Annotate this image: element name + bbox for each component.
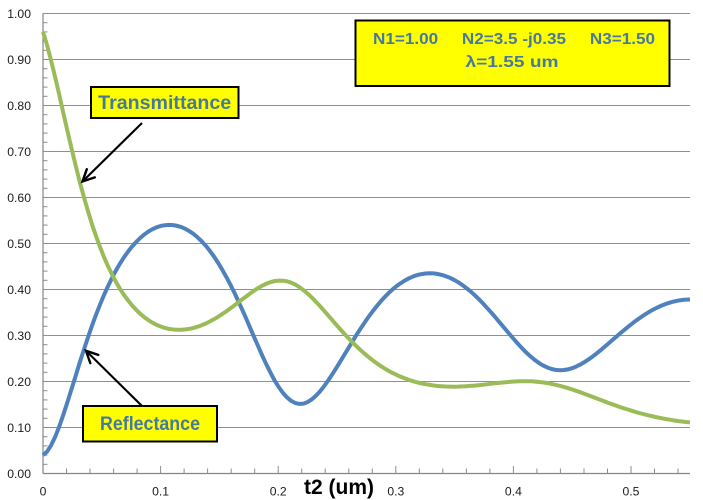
svg-text:0: 0 [40, 485, 47, 499]
svg-text:0.00: 0.00 [7, 467, 31, 481]
svg-text:λ=1.55 um: λ=1.55 um [466, 54, 559, 71]
svg-text:0.3: 0.3 [387, 485, 404, 499]
svg-text:0.5: 0.5 [623, 485, 640, 499]
svg-text:0.90: 0.90 [7, 53, 31, 67]
svg-text:0.30: 0.30 [7, 329, 31, 343]
svg-text:0.10: 0.10 [7, 421, 31, 435]
svg-text:N1=1.00 N2=3.5 -j0.35: N1=1.00 N2=3.5 -j0.35 N3=1.50 [373, 31, 655, 48]
svg-text:0.70: 0.70 [7, 145, 31, 159]
svg-text:t2 (um): t2 (um) [304, 476, 374, 499]
svg-text:0.80: 0.80 [7, 99, 31, 113]
svg-text:0.50: 0.50 [7, 237, 31, 251]
svg-text:0.20: 0.20 [7, 375, 31, 389]
svg-text:0.60: 0.60 [7, 191, 31, 205]
svg-text:0.2: 0.2 [270, 485, 287, 499]
svg-text:1.00: 1.00 [7, 7, 31, 21]
svg-text:0.40: 0.40 [7, 283, 31, 297]
svg-text:Reflectance: Reflectance [100, 414, 200, 435]
svg-text:0.1: 0.1 [152, 485, 169, 499]
svg-text:Transmittance: Transmittance [98, 93, 231, 114]
svg-text:0.4: 0.4 [505, 485, 522, 499]
